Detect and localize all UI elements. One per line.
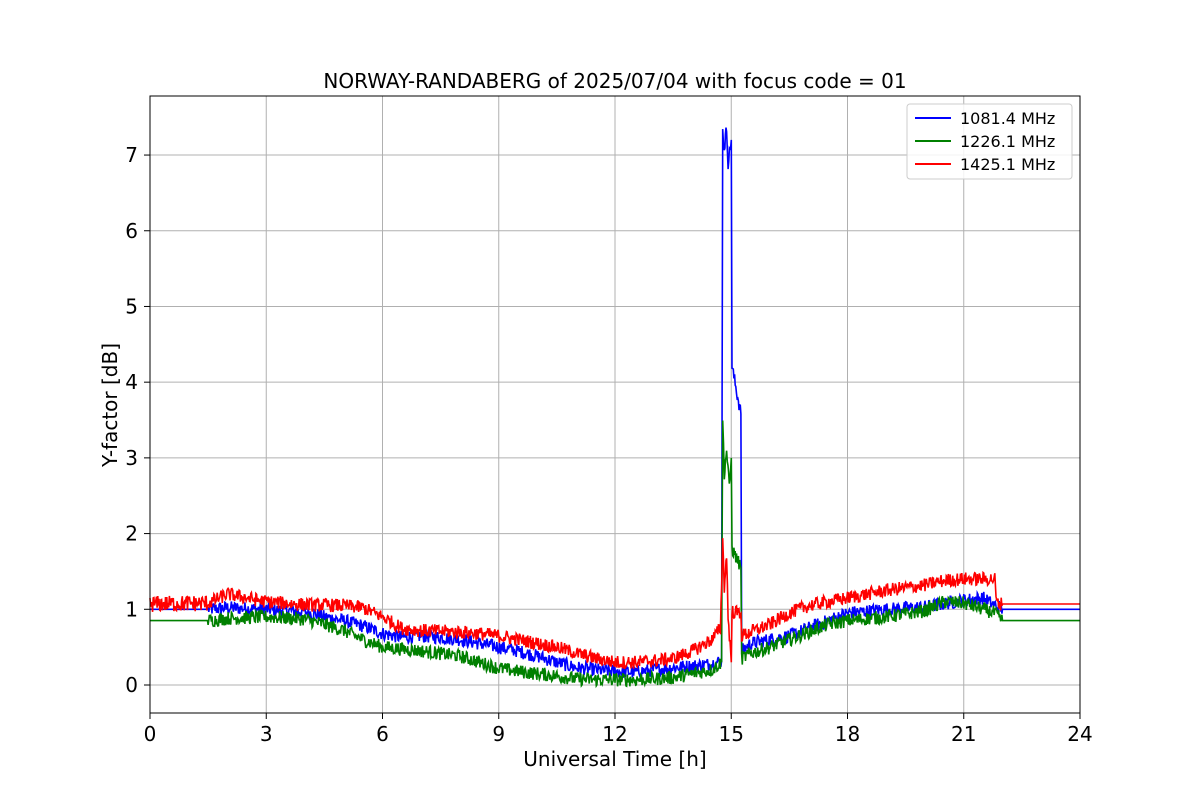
y-axis-label: Y-factor [dB] (98, 343, 122, 468)
legend-entry: 1081.4 MHz (960, 109, 1055, 128)
x-axis-label: Universal Time [h] (523, 747, 706, 771)
y-tick-label: 3 (125, 446, 138, 470)
y-tick-label: 6 (125, 219, 138, 243)
y-tick-label: 5 (125, 294, 138, 318)
x-tick-label: 21 (951, 722, 976, 746)
y-tick-label: 7 (125, 143, 138, 167)
x-tick-label: 6 (376, 722, 389, 746)
series-line (150, 420, 1080, 689)
legend-entry: 1425.1 MHz (960, 155, 1055, 174)
x-tick-label: 3 (260, 722, 273, 746)
y-tick-label: 1 (125, 597, 138, 621)
y-tick-label: 0 (125, 673, 138, 697)
x-tick-label: 18 (835, 722, 860, 746)
y-axis: 0 1 2 3 4 5 6 7 (125, 143, 150, 697)
series-line (149, 538, 1080, 670)
legend-box (906, 103, 1073, 180)
x-axis: 0 3 6 9 12 15 18 21 24 (144, 713, 1093, 746)
y-tick-label: 2 (125, 522, 138, 546)
chart-title: NORWAY-RANDABERG of 2025/07/04 with focu… (323, 69, 906, 93)
x-tick-label: 9 (492, 722, 505, 746)
x-tick-label: 24 (1067, 722, 1092, 746)
legend-entry: 1226.1 MHz (960, 132, 1055, 151)
series-layer (149, 127, 1080, 689)
x-tick-label: 15 (719, 722, 744, 746)
x-tick-label: 12 (602, 722, 627, 746)
legend: 1081.4 MHz 1226.1 MHz 1425.1 MHz (906, 103, 1073, 180)
x-tick-label: 0 (144, 722, 157, 746)
y-tick-label: 4 (125, 370, 138, 394)
